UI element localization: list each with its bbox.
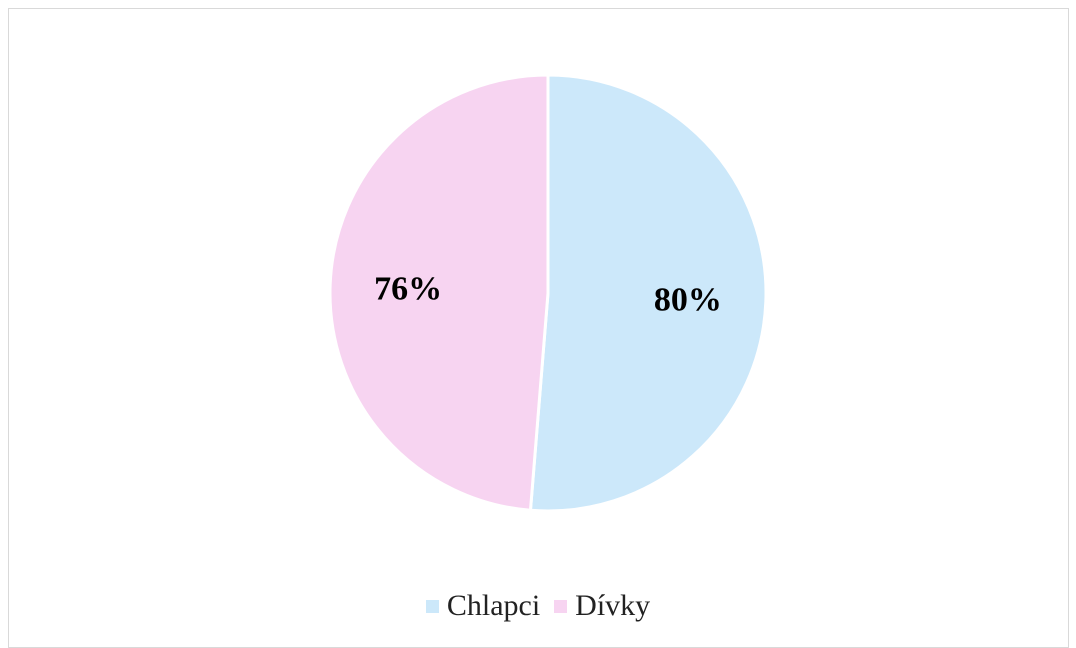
- pie-slice-divky: [328, 73, 550, 512]
- legend-swatch-divky: [554, 599, 568, 613]
- legend-entry-chlapci: Chlapci: [425, 589, 541, 623]
- data-label-chlapci: 80%: [654, 282, 722, 319]
- data-label-divky: 76%: [374, 270, 442, 307]
- legend-label-chlapci: Chlapci: [446, 589, 541, 622]
- chart-legend: Chlapci Dívky: [0, 586, 1076, 626]
- pie-slice-chlapci: [528, 73, 768, 513]
- legend-label-divky: Dívky: [575, 589, 651, 622]
- legend-swatch-chlapci: [425, 599, 439, 613]
- legend-entry-divky: Dívky: [554, 589, 650, 623]
